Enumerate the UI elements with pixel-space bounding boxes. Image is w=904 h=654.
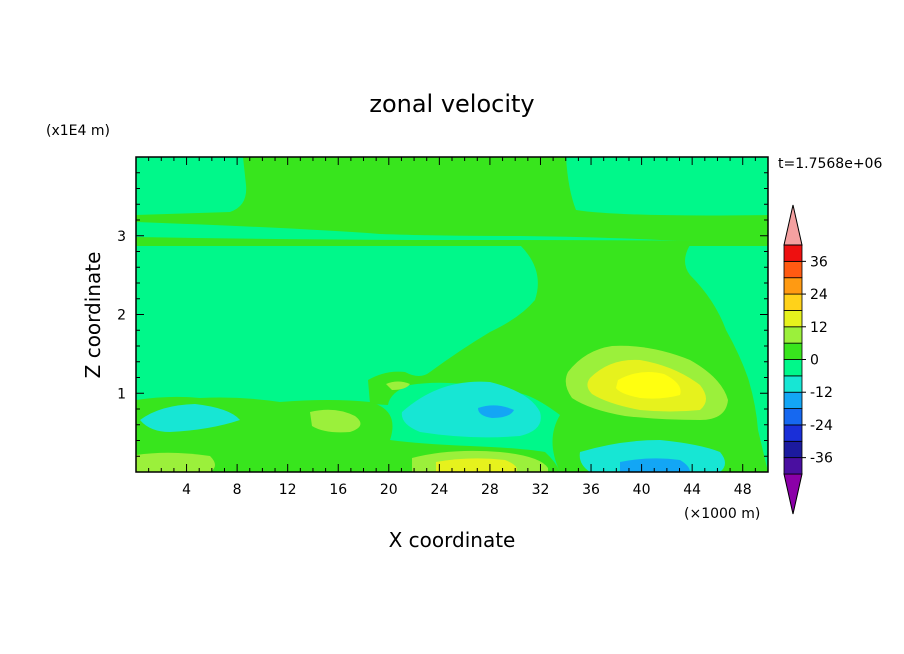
colorbar-segment <box>783 375 803 393</box>
x-unit-label: (×1000 m) <box>684 506 760 522</box>
time-label: t=1.7568e+06 <box>778 156 882 172</box>
x-tick-label: 40 <box>633 482 651 498</box>
x-tick-label: 32 <box>532 482 550 498</box>
x-tick-label: 36 <box>582 482 600 498</box>
colorbar-upper-arrow <box>783 204 803 246</box>
region-surface-positive-left <box>136 452 215 472</box>
colorbar-segment <box>783 310 803 328</box>
region-upper-positive-band <box>136 157 768 243</box>
region-mid-small-positive <box>386 381 410 390</box>
region-jet-core-inner <box>616 372 681 399</box>
colorbar-segment <box>783 326 803 344</box>
x-tick-label: 44 <box>683 482 701 498</box>
x-axis: 4 8 12 16 20 24 28 32 36 40 44 48 <box>148 157 756 498</box>
colorbar-lower-arrow <box>783 473 803 515</box>
colorbar-tick-label: 36 <box>810 254 828 270</box>
contour-field <box>136 157 768 472</box>
colorbar-tick-label: 12 <box>810 320 828 336</box>
x-axis-label: X coordinate <box>389 528 516 552</box>
colorbar-tick-label: -12 <box>810 385 833 401</box>
colorbar-segment <box>783 342 803 360</box>
colorbar-segment <box>783 359 803 377</box>
colorbar-segment <box>783 293 803 311</box>
y-tick-label: 3 <box>117 229 126 245</box>
x-tick-label: 4 <box>182 482 191 498</box>
colorbar-segment <box>783 424 803 442</box>
x-tick-label: 24 <box>430 482 448 498</box>
y-axis: 1 2 3 <box>117 172 768 457</box>
x-tick-label: 20 <box>380 482 398 498</box>
x-tick-label: 16 <box>329 482 347 498</box>
x-tick-label: 12 <box>279 482 297 498</box>
chart-title: zonal velocity <box>369 90 534 118</box>
region-low-level-yellow-core <box>436 458 517 472</box>
colorbar-segment <box>783 457 803 475</box>
colorbar-tick-label: -24 <box>810 418 833 434</box>
colorbar-segment <box>783 408 803 426</box>
region-low-level-negative-left <box>140 404 240 432</box>
region-upper-thin-band <box>136 237 768 246</box>
region-low-level-negative-center-inner <box>478 405 514 418</box>
colorbar-tick-label: 0 <box>810 353 819 369</box>
region-low-level-negative-center <box>401 381 541 438</box>
y-tick-label: 1 <box>117 386 126 402</box>
region-low-level-negative-right-inner <box>620 458 690 472</box>
x-tick-label: 8 <box>233 482 242 498</box>
colorbar-segment <box>783 277 803 295</box>
y-tick-label: 2 <box>117 308 126 324</box>
colorbar-segment <box>783 440 803 459</box>
colorbar-tick-label: -36 <box>810 451 833 467</box>
colorbar-segment <box>783 244 803 262</box>
colorbar-tick-label: 24 <box>810 287 828 303</box>
region-low-level-negative-right <box>579 440 725 472</box>
y-axis-label: Z coordinate <box>81 252 105 379</box>
x-tick-label: 48 <box>734 482 752 498</box>
region-low-level-greenyellow <box>310 409 361 433</box>
colorbar-segment <box>783 260 803 279</box>
y-unit-label: (x1E4 m) <box>46 123 110 139</box>
x-tick-label: 28 <box>481 482 499 498</box>
colorbar-segment <box>783 391 803 409</box>
colorbar: 36 24 12 0 -12 -24 -36 <box>783 204 833 515</box>
